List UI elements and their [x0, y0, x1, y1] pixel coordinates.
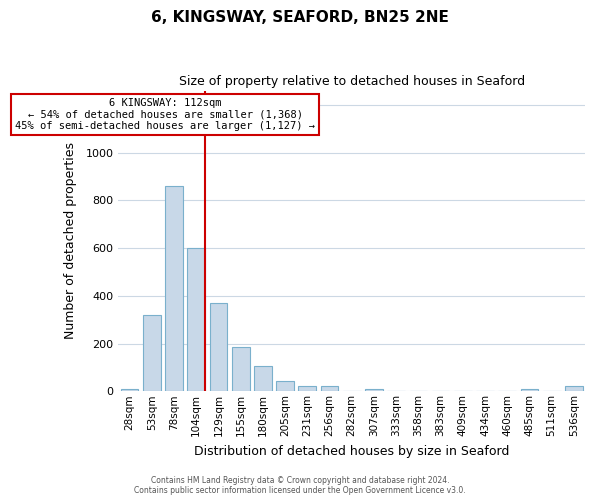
Text: 6, KINGSWAY, SEAFORD, BN25 2NE: 6, KINGSWAY, SEAFORD, BN25 2NE — [151, 10, 449, 25]
Bar — [143, 315, 161, 392]
Title: Size of property relative to detached houses in Seaford: Size of property relative to detached ho… — [179, 75, 525, 88]
Bar — [298, 386, 316, 392]
Y-axis label: Number of detached properties: Number of detached properties — [64, 142, 77, 340]
Text: Contains HM Land Registry data © Crown copyright and database right 2024.
Contai: Contains HM Land Registry data © Crown c… — [134, 476, 466, 495]
Bar — [276, 380, 294, 392]
X-axis label: Distribution of detached houses by size in Seaford: Distribution of detached houses by size … — [194, 444, 509, 458]
Text: 6 KINGSWAY: 112sqm
← 54% of detached houses are smaller (1,368)
45% of semi-deta: 6 KINGSWAY: 112sqm ← 54% of detached hou… — [15, 98, 315, 131]
Bar — [254, 366, 272, 392]
Bar — [187, 248, 205, 392]
Bar — [365, 389, 383, 392]
Bar — [521, 389, 538, 392]
Bar — [565, 386, 583, 392]
Bar — [209, 303, 227, 392]
Bar — [320, 386, 338, 392]
Bar — [232, 347, 250, 392]
Bar — [121, 389, 139, 392]
Bar — [165, 186, 183, 392]
